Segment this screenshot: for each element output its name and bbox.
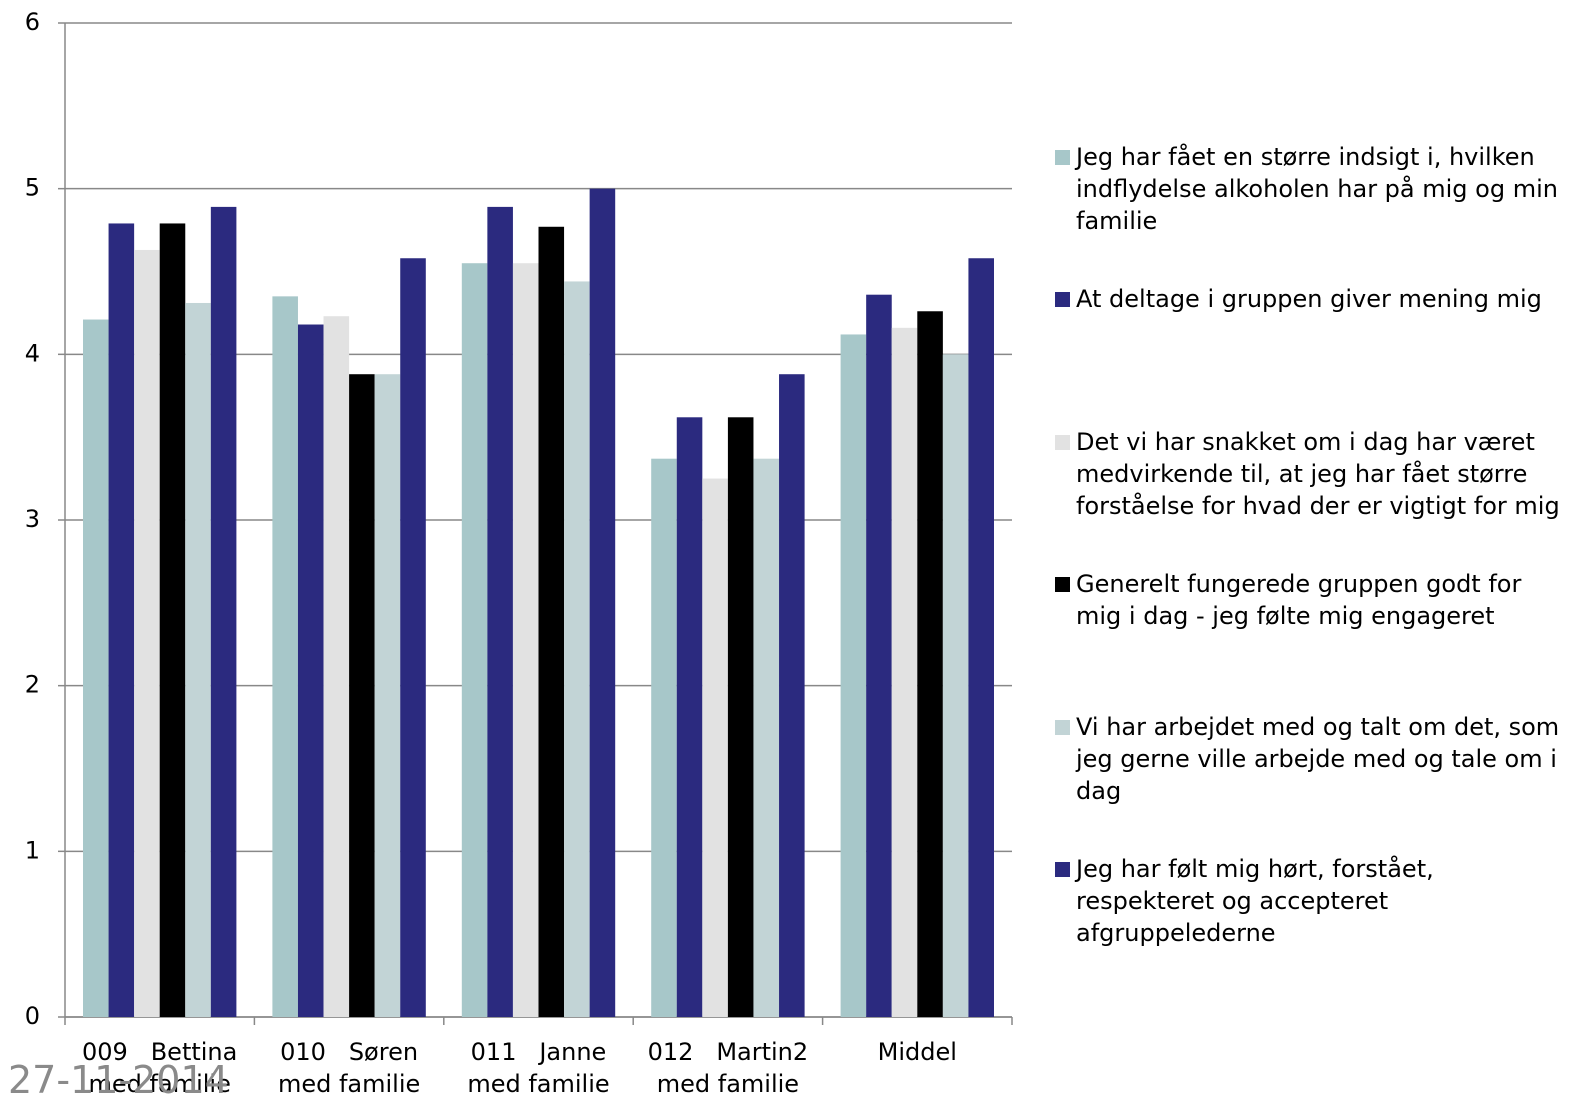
bar: [892, 328, 918, 1017]
legend-entry: Jeg har følt mig hørt, forstået, respekt…: [1055, 853, 1570, 949]
legend-swatch: [1055, 292, 1070, 307]
footer-date: 27-11-2014: [8, 1058, 229, 1102]
bar: [779, 374, 805, 1017]
legend-label: At deltage i gruppen giver mening mig: [1076, 283, 1542, 315]
y-tick-label: 2: [25, 671, 40, 699]
bar: [677, 417, 703, 1017]
bar: [590, 189, 616, 1017]
bar: [968, 258, 994, 1017]
bar: [272, 296, 298, 1017]
legend-swatch: [1055, 435, 1070, 450]
bar: [513, 263, 539, 1017]
legend-label: Jeg har fået en større indsigt i, hvilke…: [1076, 141, 1570, 237]
bar: [702, 479, 728, 1017]
bar: [841, 334, 867, 1017]
bar: [917, 311, 943, 1017]
bar: [564, 281, 590, 1017]
x-tick-label: Middel: [878, 1038, 957, 1066]
bar: [462, 263, 488, 1017]
y-tick-label: 6: [25, 8, 40, 36]
bar: [753, 459, 779, 1017]
y-tick-label: 0: [25, 1002, 40, 1030]
bar: [211, 207, 237, 1017]
bar: [134, 250, 160, 1017]
bar: [866, 295, 892, 1017]
bar: [375, 374, 401, 1017]
legend-swatch: [1055, 720, 1070, 735]
y-tick-label: 3: [25, 505, 40, 533]
legend-entry: Jeg har fået en større indsigt i, hvilke…: [1055, 141, 1570, 237]
legend-entry: Generelt fungerede gruppen godt for mig …: [1055, 568, 1570, 632]
legend-swatch: [1055, 577, 1070, 592]
bar: [298, 325, 324, 1017]
legend-swatch: [1055, 150, 1070, 165]
legend-swatch: [1055, 862, 1070, 877]
y-tick-label: 4: [25, 339, 40, 367]
bar: [651, 459, 677, 1017]
bar: [539, 227, 565, 1017]
bar: [185, 303, 211, 1017]
legend-entry: At deltage i gruppen giver mening mig: [1055, 283, 1570, 315]
legend-label: Generelt fungerede gruppen godt for mig …: [1076, 568, 1570, 632]
bar: [728, 417, 754, 1017]
legend-label: Vi har arbejdet med og talt om det, som …: [1076, 711, 1570, 807]
bar: [943, 354, 969, 1017]
y-tick-label: 1: [25, 836, 40, 864]
page: 0123456009 Bettinamed familie010 Sørenme…: [0, 0, 1585, 1110]
bar: [400, 258, 426, 1017]
legend-entry: Det vi har snakket om i dag har været me…: [1055, 426, 1570, 522]
bar: [349, 374, 375, 1017]
bar: [487, 207, 513, 1017]
legend-entry: Vi har arbejdet med og talt om det, som …: [1055, 711, 1570, 807]
y-tick-label: 5: [25, 174, 40, 202]
bar: [324, 316, 350, 1017]
bar: [83, 320, 109, 1017]
bar: [160, 223, 186, 1017]
legend-label: Jeg har følt mig hørt, forstået, respekt…: [1076, 853, 1570, 949]
legend-label: Det vi har snakket om i dag har været me…: [1076, 426, 1570, 522]
bar: [109, 223, 135, 1017]
